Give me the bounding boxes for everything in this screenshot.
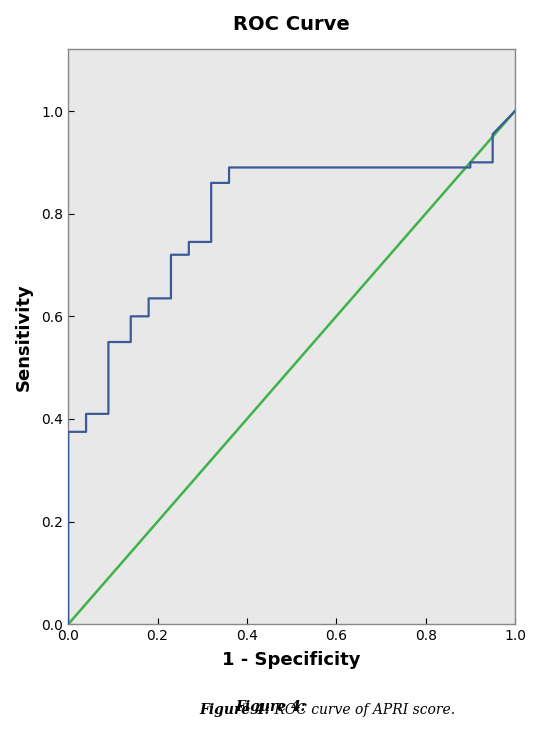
Text: Figure 4:: Figure 4: (200, 703, 270, 718)
Title: ROC Curve: ROC Curve (233, 15, 350, 34)
Text: Figure 4:: Figure 4: (235, 700, 306, 714)
X-axis label: 1 - Specificity: 1 - Specificity (222, 651, 361, 670)
Text: ROC curve of APRI score.: ROC curve of APRI score. (270, 703, 456, 718)
Y-axis label: Sensitivity: Sensitivity (15, 283, 33, 391)
Text: Figure 4: ROC curve of APRI score.: Figure 4: ROC curve of APRI score. (146, 700, 395, 714)
